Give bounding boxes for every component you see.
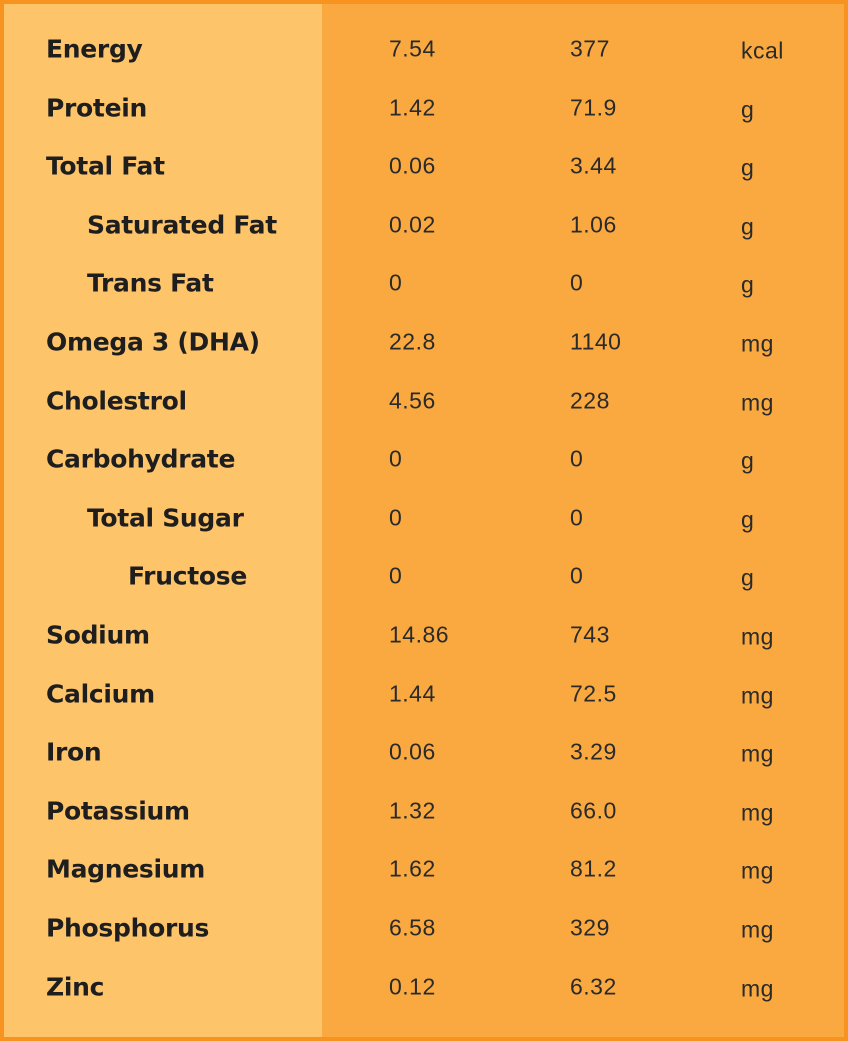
nutrient-unit: mg: [741, 975, 774, 1002]
nutrient-name: Potassium: [46, 796, 190, 826]
nutrient-value: 1.44: [389, 680, 436, 707]
nutrient-unit: mg: [741, 389, 774, 416]
nutrient-unit: mg: [741, 857, 774, 884]
nutrient-value: 0.06: [389, 152, 436, 179]
nutrient-unit: g: [741, 213, 755, 240]
nutrient-name: Iron: [46, 737, 102, 767]
nutrient-value: 0: [389, 269, 403, 296]
nutrient-unit: g: [741, 447, 755, 474]
nutrient-value: 0.02: [389, 211, 436, 238]
nutrient-value: 377: [570, 35, 610, 62]
nutrient-unit: g: [741, 506, 755, 533]
nutrient-name: Saturated Fat: [87, 210, 277, 240]
nutrient-unit: mg: [741, 799, 774, 826]
nutrient-value: 66.0: [570, 797, 617, 824]
nutrient-value: 3.29: [570, 738, 617, 765]
nutrient-name: Cholestrol: [46, 386, 187, 416]
nutrient-unit: mg: [741, 330, 774, 357]
nutrient-value: 22.8: [389, 328, 436, 355]
nutrient-value: 228: [570, 387, 610, 414]
nutrient-value: 329: [570, 914, 610, 941]
nutrient-value: 0: [389, 562, 403, 589]
nutrient-name: Magnesium: [46, 854, 205, 884]
nutrient-value: 1.06: [570, 211, 617, 238]
label-column: [4, 4, 322, 1037]
nutrient-name: Zinc: [46, 972, 105, 1002]
nutrient-value: 6.58: [389, 914, 436, 941]
nutrient-value: 0: [389, 504, 403, 531]
nutrient-value: 6.32: [570, 973, 617, 1000]
nutrient-value: 0: [570, 562, 584, 589]
nutrient-name: Total Fat: [46, 151, 165, 181]
nutrient-unit: kcal: [741, 37, 784, 64]
nutrient-name: Omega 3 (DHA): [46, 327, 260, 357]
nutrient-value: 1.32: [389, 797, 436, 824]
nutrient-value: 1140: [570, 328, 622, 355]
nutrient-value: 72.5: [570, 680, 617, 707]
nutrient-name: Energy: [46, 34, 143, 64]
nutrient-name: Trans Fat: [87, 268, 214, 298]
nutrient-unit: g: [741, 271, 755, 298]
nutrient-unit: g: [741, 154, 755, 181]
nutrient-unit: g: [741, 96, 755, 123]
nutrient-value: 0.12: [389, 973, 436, 1000]
nutrient-unit: mg: [741, 740, 774, 767]
nutrient-value: 4.56: [389, 387, 436, 414]
nutrient-name: Protein: [46, 93, 148, 123]
nutrient-name: Fructose: [128, 561, 247, 591]
nutrient-value: 0: [389, 445, 403, 472]
nutrient-value: 71.9: [570, 94, 617, 121]
nutrient-unit: mg: [741, 682, 774, 709]
nutrient-name: Calcium: [46, 679, 155, 709]
nutrient-name: Carbohydrate: [46, 444, 236, 474]
nutrient-name: Phosphorus: [46, 913, 210, 943]
nutrient-unit: mg: [741, 916, 774, 943]
nutrient-name: Sodium: [46, 620, 150, 650]
nutrient-unit: mg: [741, 623, 774, 650]
nutrient-name: Total Sugar: [87, 503, 244, 533]
nutrient-value: 0: [570, 504, 584, 531]
nutrient-value: 81.2: [570, 855, 617, 882]
nutrient-value: 14.86: [389, 621, 450, 648]
nutrient-value: 3.44: [570, 152, 617, 179]
nutrient-value: 743: [570, 621, 610, 648]
nutrient-value: 1.62: [389, 855, 436, 882]
nutrient-value: 0: [570, 269, 584, 296]
nutrient-value: 0: [570, 445, 584, 472]
nutrient-value: 1.42: [389, 94, 436, 121]
nutrient-unit: g: [741, 564, 755, 591]
nutrient-value: 7.54: [389, 35, 436, 62]
nutrient-value: 0.06: [389, 738, 436, 765]
